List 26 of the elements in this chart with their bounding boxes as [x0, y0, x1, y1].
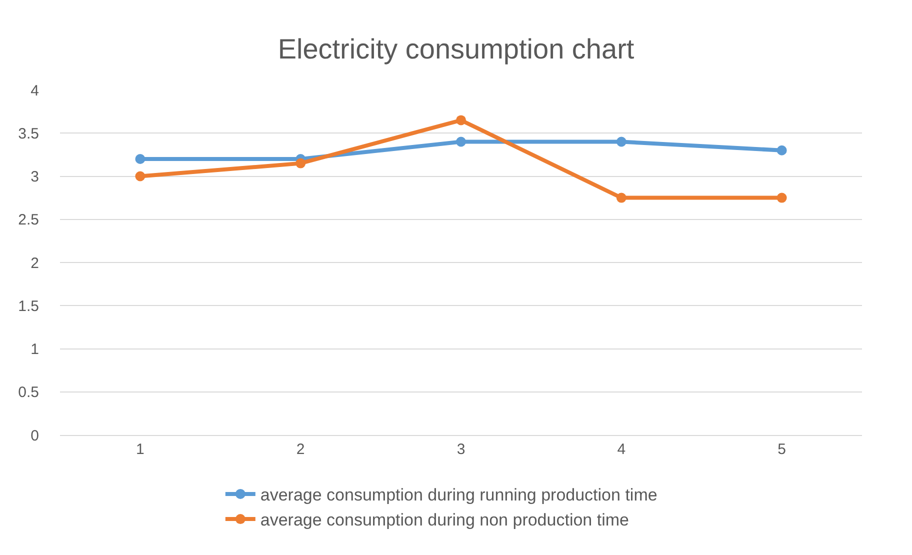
- point: [616, 192, 626, 203]
- y-tick-label: 1.5: [18, 298, 39, 315]
- x-tick-label: 2: [296, 441, 305, 458]
- x-tick-label: 4: [617, 441, 626, 458]
- x-tick-label: 5: [778, 441, 786, 458]
- point: [616, 136, 626, 147]
- y-tick-label: 3: [30, 168, 39, 186]
- point: [456, 136, 466, 147]
- point: [456, 115, 466, 126]
- point: [776, 192, 787, 203]
- point: [296, 158, 306, 168]
- legend-label: average consumption during running production time: [260, 486, 658, 505]
- x-tick-label: 1: [136, 441, 144, 458]
- y-tick-label: 3.5: [18, 125, 39, 142]
- point: [776, 145, 787, 156]
- chart-title: Electricity consumption chart: [278, 33, 634, 64]
- y-tick-label: 0: [30, 427, 39, 444]
- point: [135, 154, 146, 164]
- legend-label: average consumption during non production time: [260, 510, 629, 530]
- y-tick-label: 1: [30, 341, 39, 358]
- y-tick-label: 2: [30, 254, 39, 272]
- y-tick-label: 2.5: [18, 212, 39, 229]
- y-tick-label: 0.5: [18, 384, 39, 402]
- x-tick-label: 3: [456, 441, 466, 458]
- point: [135, 171, 146, 182]
- y-tick-label: 4: [30, 82, 39, 100]
